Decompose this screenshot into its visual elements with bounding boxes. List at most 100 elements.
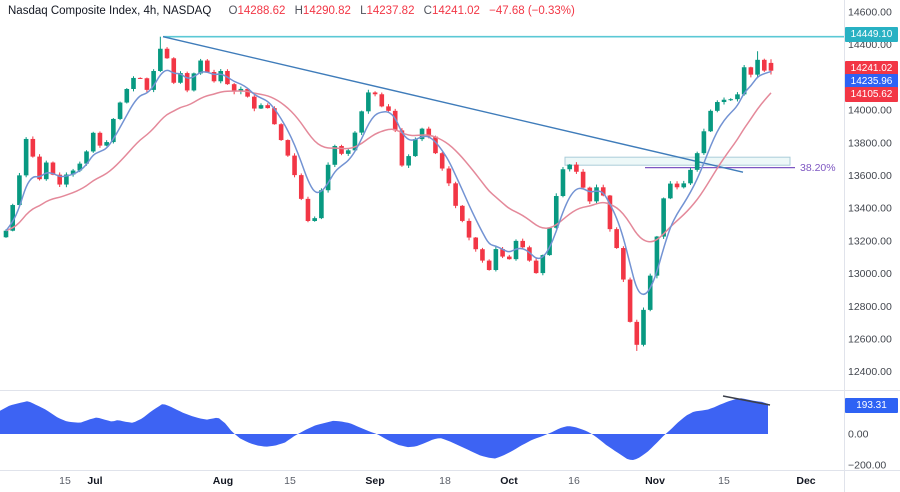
oscillator-axis-tick: −200.00 <box>848 460 886 472</box>
candle-body <box>621 248 626 280</box>
y-axis-tick: 14600.00 <box>848 7 892 19</box>
candle-body <box>668 183 673 199</box>
candle-body <box>77 163 83 171</box>
candle-body <box>674 183 680 188</box>
x-axis-tick-month: Sep <box>365 475 384 487</box>
ma-fast-price-label: 14235.96 <box>845 73 898 89</box>
candle-body <box>500 249 505 257</box>
candle-body <box>574 164 579 172</box>
close-label: C <box>423 5 432 17</box>
candle-body <box>23 138 29 176</box>
candle-body <box>90 132 96 152</box>
x-axis-tick-day: 15 <box>284 475 296 487</box>
candle-body <box>768 62 774 71</box>
time-axis[interactable]: 15 Jul Aug 15 Sep 18 Oct 16 Nov 15 Dec <box>59 475 816 487</box>
y-axis-tick: 13400.00 <box>848 203 892 215</box>
candle-body <box>158 48 163 72</box>
drawings[interactable]: 38.20% <box>162 35 844 174</box>
candle-body <box>50 162 56 175</box>
x-axis-tick-month: Nov <box>645 475 665 487</box>
candle-body <box>211 72 217 82</box>
candle-body <box>312 218 317 222</box>
candlesticks[interactable] <box>3 36 774 351</box>
candle-body <box>513 240 519 260</box>
candle-body <box>144 78 150 90</box>
candle-body <box>540 255 546 274</box>
oscillator-pane[interactable] <box>0 395 771 460</box>
candle-body <box>647 275 653 310</box>
y-axis-tick: 13600.00 <box>848 170 892 182</box>
candle-body <box>634 321 640 345</box>
candle-body <box>111 118 116 143</box>
change-value: −47.68 (−0.33%) <box>489 5 575 17</box>
candle-body <box>708 110 713 132</box>
candle-body <box>473 237 479 250</box>
x-axis-tick-day: 15 <box>718 475 730 487</box>
candle-body <box>104 142 109 146</box>
ma-fast-line[interactable] <box>5 69 772 296</box>
candle-body <box>218 70 224 82</box>
close-value: 14241.02 <box>431 5 480 17</box>
candle-body <box>332 145 338 165</box>
candle-body <box>319 190 324 219</box>
indicator-value-label: 193.31 <box>845 397 898 413</box>
descending-trendline[interactable] <box>162 36 744 173</box>
ma-slow-line[interactable] <box>5 90 772 243</box>
low-value: 14237.82 <box>366 5 415 17</box>
candle-body <box>205 60 210 73</box>
low-label: L <box>360 5 367 17</box>
candle-body <box>151 71 156 90</box>
candle-body <box>37 156 42 180</box>
candle-body <box>580 171 586 188</box>
open-value: 14288.62 <box>237 5 286 17</box>
candle-body <box>721 99 727 103</box>
candle-body <box>600 187 606 196</box>
candle-body <box>198 60 203 74</box>
chart-legend: Nasdaq Composite Index, 4h, NASDAQ O1428… <box>8 5 575 17</box>
candle-body <box>426 128 432 137</box>
oscillator-divergence-line[interactable] <box>722 395 771 406</box>
candle-body <box>715 102 720 111</box>
candle-body <box>265 105 271 109</box>
candle-body <box>728 99 734 101</box>
ma-slow-price-label: 14105.62 <box>845 86 898 102</box>
candle-body <box>137 77 143 79</box>
candle-body <box>392 110 398 131</box>
candle-body <box>359 111 364 133</box>
candle-body <box>386 106 391 111</box>
candle-body <box>681 183 687 188</box>
candle-body <box>399 130 405 166</box>
x-axis-tick-day: 16 <box>568 475 580 487</box>
candle-body <box>178 73 183 83</box>
candle-body <box>84 151 89 164</box>
candle-body <box>413 139 418 157</box>
candle-body <box>654 236 660 276</box>
candle-body <box>191 73 197 91</box>
fib-zone-band[interactable] <box>564 156 791 166</box>
x-axis-tick-month: Aug <box>213 475 233 487</box>
candle-body <box>439 153 445 169</box>
symbol-title: Nasdaq Composite Index, 4h, NASDAQ <box>8 5 212 17</box>
candle-body <box>305 198 311 222</box>
candle-body <box>614 229 619 249</box>
candle-body <box>352 132 358 151</box>
candle-body <box>97 132 103 146</box>
candle-body <box>735 94 740 100</box>
last-price-label: 14241.02 <box>845 60 898 76</box>
candle-body <box>560 169 566 197</box>
candle-body <box>292 155 297 176</box>
candle-body <box>527 247 532 261</box>
candle-body <box>641 309 646 345</box>
oscillator-axis-tick: 0.00 <box>848 429 869 441</box>
y-axis-tick: 13000.00 <box>848 268 892 280</box>
candle-body <box>231 84 237 92</box>
candle-body <box>446 168 452 184</box>
candle-body <box>171 58 177 83</box>
candle-body <box>587 187 593 202</box>
oscillator-area <box>0 398 768 460</box>
candle-body <box>117 102 123 119</box>
candle-body <box>70 170 76 175</box>
candle-body <box>480 249 485 261</box>
